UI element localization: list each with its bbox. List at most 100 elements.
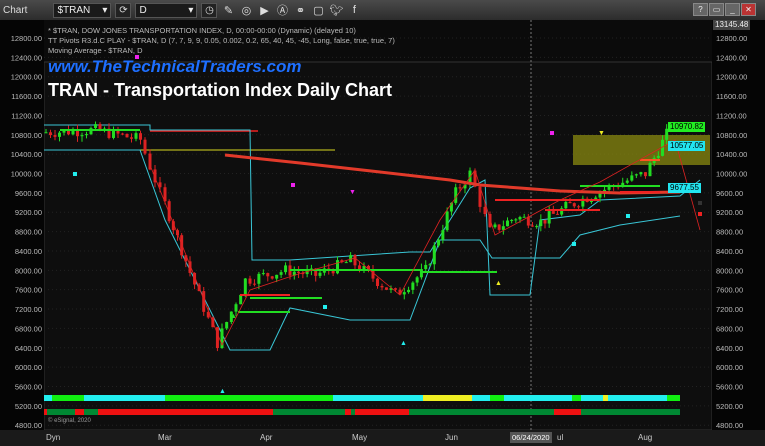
price-chart[interactable]: 12800.00 12800.00 12400.00 12400.00 12000.00… — [0, 20, 765, 446]
candle-body — [180, 235, 184, 256]
candle-body — [497, 224, 501, 230]
signal-marker — [626, 214, 630, 218]
signal-triangle: ▲ — [400, 340, 407, 347]
momentum-bar-segment — [409, 409, 554, 415]
candle-body — [385, 287, 388, 290]
candle-body — [432, 245, 436, 265]
candle-body — [349, 255, 353, 263]
candle-body — [394, 288, 397, 290]
candle-body — [643, 172, 647, 177]
candle-body — [478, 186, 482, 207]
y-tick-label-right: 9600.00 — [716, 189, 743, 198]
candle-body — [94, 124, 97, 129]
candle-body — [134, 133, 138, 139]
candle-body — [266, 273, 270, 277]
symbol-input[interactable]: $TRAN ▾ — [53, 2, 112, 18]
signal-marker — [135, 55, 139, 59]
signal-triangle: ▼ — [598, 130, 605, 137]
candle-body — [62, 129, 66, 133]
candle-body — [163, 187, 167, 202]
x-label-aug: Aug — [638, 433, 653, 442]
candle-body — [336, 260, 339, 274]
candle-body — [398, 289, 402, 295]
help-button[interactable]: ? — [693, 3, 708, 16]
restore-button[interactable]: ▭ — [709, 3, 724, 16]
dyn-label[interactable]: Dyn — [46, 433, 61, 442]
momentum-bar-segment — [581, 409, 680, 415]
candle-body — [284, 265, 288, 273]
x-label-apr: Apr — [260, 433, 273, 442]
y-tick-label-right: 11600.00 — [716, 92, 747, 101]
candle-body — [143, 139, 147, 154]
candle-body — [220, 328, 224, 348]
candle-body — [621, 182, 625, 188]
candle-body — [415, 277, 419, 283]
candle-body — [270, 276, 274, 279]
signal-marker — [73, 172, 77, 176]
signal-marker — [291, 183, 295, 187]
y-tick-label-right: 11200.00 — [716, 111, 747, 120]
y-tick-label-left: 10400.00 — [11, 150, 42, 159]
candle-body — [85, 134, 88, 136]
trend-bar-segment — [581, 395, 603, 401]
candle-body — [225, 322, 229, 329]
candle-body — [257, 273, 261, 284]
y-tick-label-right: 8800.00 — [716, 228, 743, 237]
refresh-icon[interactable]: ⟳ — [115, 2, 132, 18]
signal-triangle: ▼ — [349, 189, 356, 196]
website-watermark: www.TheTechnicalTraders.com — [48, 57, 302, 76]
candle-body — [318, 272, 322, 276]
y-tick-label-right: 5200.00 — [716, 402, 743, 411]
channel-upper — [44, 124, 701, 296]
close-button[interactable]: ✕ — [741, 3, 756, 16]
alert-icon[interactable]: Ⓐ — [276, 5, 288, 17]
plot-area — [43, 61, 713, 431]
legend-symbol: * $TRAN, DOW JONES TRANSPORTATION INDEX,… — [48, 26, 356, 35]
candle-body — [581, 198, 585, 207]
minimize-button[interactable]: _ — [725, 3, 740, 16]
candle-body — [362, 265, 366, 271]
candle-body — [71, 130, 75, 135]
candle-body — [607, 185, 611, 190]
y-tick-label-left: 8800.00 — [15, 228, 42, 237]
candle-body — [275, 274, 279, 279]
candle-body — [449, 202, 453, 212]
clock-icon[interactable]: ◷ — [201, 2, 218, 18]
candle-body — [488, 214, 492, 228]
candle-body — [297, 271, 301, 273]
signal-marker — [698, 201, 702, 205]
trend-bar-segment — [44, 395, 52, 401]
price-tag-lower: 9677.55 — [668, 183, 701, 193]
candle-body — [153, 169, 157, 183]
signal-triangle: ▲ — [219, 388, 226, 395]
candle-body — [305, 270, 309, 275]
momentum-bar-segment — [351, 409, 355, 415]
candle-body — [424, 264, 428, 270]
y-tick-label-right: 6800.00 — [716, 324, 743, 333]
trend-bar-segment — [333, 395, 423, 401]
y-tick-label-left: 11600.00 — [11, 92, 42, 101]
link-icon[interactable]: ⚭ — [295, 4, 306, 17]
candle-body — [483, 206, 487, 215]
facebook-icon[interactable]: f — [352, 4, 356, 16]
chart-style-icon[interactable]: ◎ — [241, 4, 252, 17]
signal-marker — [323, 305, 327, 309]
y-tick-label-right: 6000.00 — [716, 363, 743, 372]
candle-body — [279, 272, 283, 275]
candle-body — [389, 288, 393, 290]
candle-body — [49, 132, 52, 136]
candle-body — [568, 201, 572, 204]
twitter-icon[interactable]: 🐦︎ — [329, 4, 344, 17]
candle-body — [202, 291, 206, 312]
candle-body — [535, 226, 539, 228]
play-icon[interactable]: ▶ — [260, 4, 269, 17]
legend-ma: Moving Average - $TRAN, D — [48, 46, 143, 55]
pencil-icon[interactable]: ✎ — [223, 4, 234, 17]
momentum-bar-segment — [345, 409, 351, 415]
chat-icon[interactable]: ▢ — [313, 4, 324, 17]
x-label-may: May — [352, 433, 368, 442]
interval-select[interactable]: D ▾ — [135, 2, 198, 18]
candle-body — [188, 261, 192, 273]
candle-body — [215, 327, 219, 348]
chevron-down-icon: ▾ — [102, 4, 108, 16]
